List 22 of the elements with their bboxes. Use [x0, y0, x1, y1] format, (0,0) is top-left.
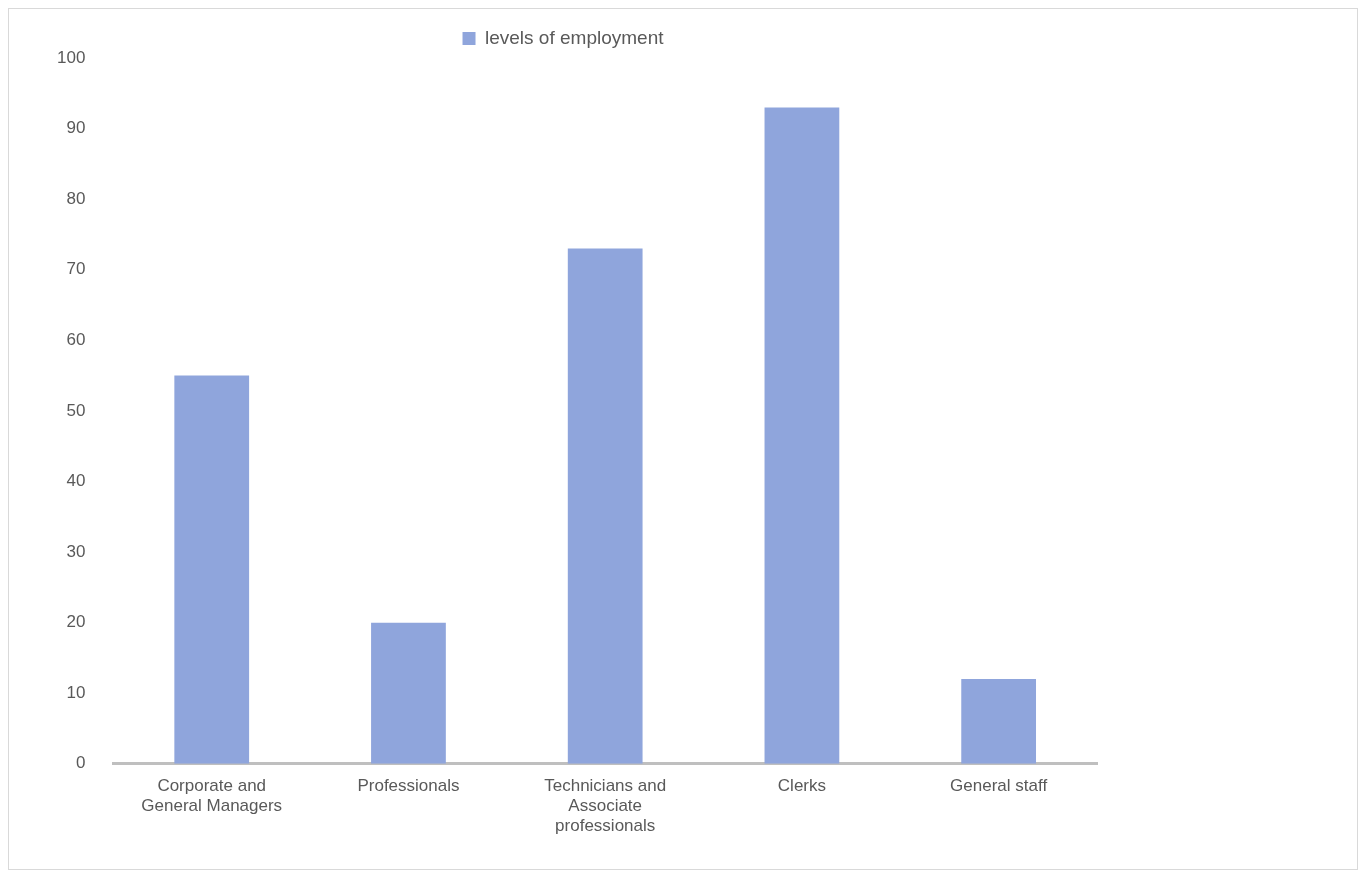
- y-tick-label: 60: [66, 330, 86, 350]
- y-tick-label: 100: [56, 47, 86, 67]
- y-tick-label: 80: [66, 188, 86, 208]
- x-tick-label: Technicians and Associate professionals: [544, 775, 667, 836]
- bar: [371, 622, 446, 764]
- y-tick-label: 10: [66, 682, 86, 702]
- y-tick-label: 20: [66, 612, 86, 632]
- y-tick-label: 40: [66, 471, 86, 491]
- bar: [764, 107, 840, 764]
- bar: [567, 248, 643, 764]
- x-tick-label: General staff: [950, 775, 1048, 795]
- bar: [174, 375, 250, 764]
- y-tick-label: 0: [75, 753, 86, 773]
- y-tick-label: 50: [66, 400, 86, 420]
- y-tick-label: 70: [66, 259, 86, 279]
- bar: [961, 679, 1037, 764]
- x-tick-label: Corporate and General Managers: [141, 775, 283, 816]
- x-tick-label: Clerks: [777, 775, 826, 795]
- legend-label: levels of employment: [485, 26, 665, 48]
- x-tick-label: Professionals: [357, 775, 460, 795]
- y-tick-label: 30: [66, 541, 86, 561]
- y-tick-label: 90: [66, 118, 86, 138]
